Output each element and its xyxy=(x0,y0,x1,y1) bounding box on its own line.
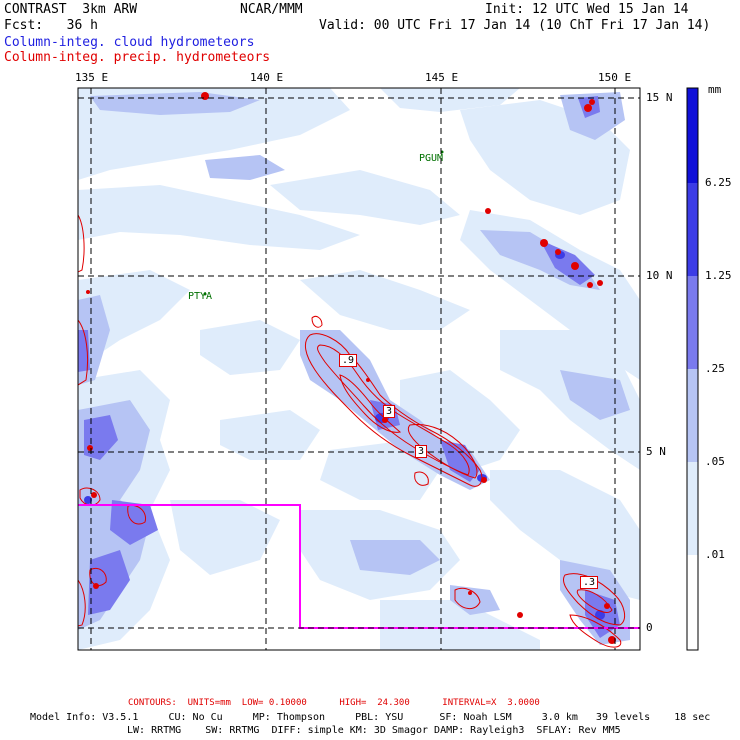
lat-label-5n: 5 N xyxy=(646,445,666,458)
lon-label-140e: 140 E xyxy=(250,71,284,84)
legend-precip-hydrometeors: Column-integ. precip. hydrometeors xyxy=(4,50,271,65)
colorbar-swatch-5 xyxy=(687,462,698,555)
colorbar-level: .05 xyxy=(705,455,725,468)
lon-label-145e: 145 E xyxy=(425,71,459,84)
colorbar-frame xyxy=(686,87,699,651)
contour-label: .3 xyxy=(580,576,599,589)
colorbar-swatch-3 xyxy=(687,276,698,369)
lat-label-10n: 10 N xyxy=(646,269,673,282)
precip-contours xyxy=(78,214,626,648)
contours-info: CONTOURS: UNITS=mm LOW= 0.10000 HIGH= 24… xyxy=(128,698,540,708)
station-label-ptya: PTYA xyxy=(188,291,213,302)
model-info-physics: LW: RRTMG SW: RRTMG DIFF: simple KM: 3D … xyxy=(127,725,621,736)
valid-time: Valid: 00 UTC Fri 17 Jan 14 (10 ChT Fri … xyxy=(319,18,711,33)
station-label-pgum: PGUM xyxy=(419,153,444,164)
hydrometeor-field xyxy=(78,88,640,650)
model-title: CONTRAST 3km ARW xyxy=(4,2,138,17)
colorbar xyxy=(686,87,699,651)
init-time: Init: 12 UTC Wed 15 Jan 14 xyxy=(485,2,689,17)
precip-cores xyxy=(86,92,616,644)
station-marker-ptya xyxy=(203,292,207,296)
contour-label: 3 xyxy=(415,445,428,458)
legend-cloud-hydrometeors: Column-integ. cloud hydrometeors xyxy=(4,35,255,50)
colorbar-swatch-6 xyxy=(687,555,698,650)
colorbar-level: .01 xyxy=(705,548,725,561)
lon-label-150e: 150 E xyxy=(598,71,632,84)
contour-label: .9 xyxy=(339,354,358,367)
forecast-hour: Fcst: 36 h xyxy=(4,18,98,33)
map-frame xyxy=(77,87,641,651)
colorbar-level: 6.25 xyxy=(705,176,732,189)
model-info: Model Info: V3.5.1 CU: No Cu MP: Thompso… xyxy=(30,712,711,723)
grid-lines xyxy=(78,88,640,650)
colorbar-swatch-2 xyxy=(687,183,698,276)
contour-label: 3 xyxy=(383,405,396,418)
lat-label-15n: 15 N xyxy=(646,91,673,104)
colorbar-level: 1.25 xyxy=(705,269,732,282)
organization-label: NCAR/MMM xyxy=(240,2,303,17)
lon-label-135e: 135 E xyxy=(75,71,109,84)
colorbar-swatch-4 xyxy=(687,369,698,462)
colorbar-level: .25 xyxy=(705,362,725,375)
colorbar-unit: mm xyxy=(708,83,722,96)
colorbar-swatch-1 xyxy=(687,88,698,183)
lat-label-0: 0 xyxy=(646,621,653,634)
